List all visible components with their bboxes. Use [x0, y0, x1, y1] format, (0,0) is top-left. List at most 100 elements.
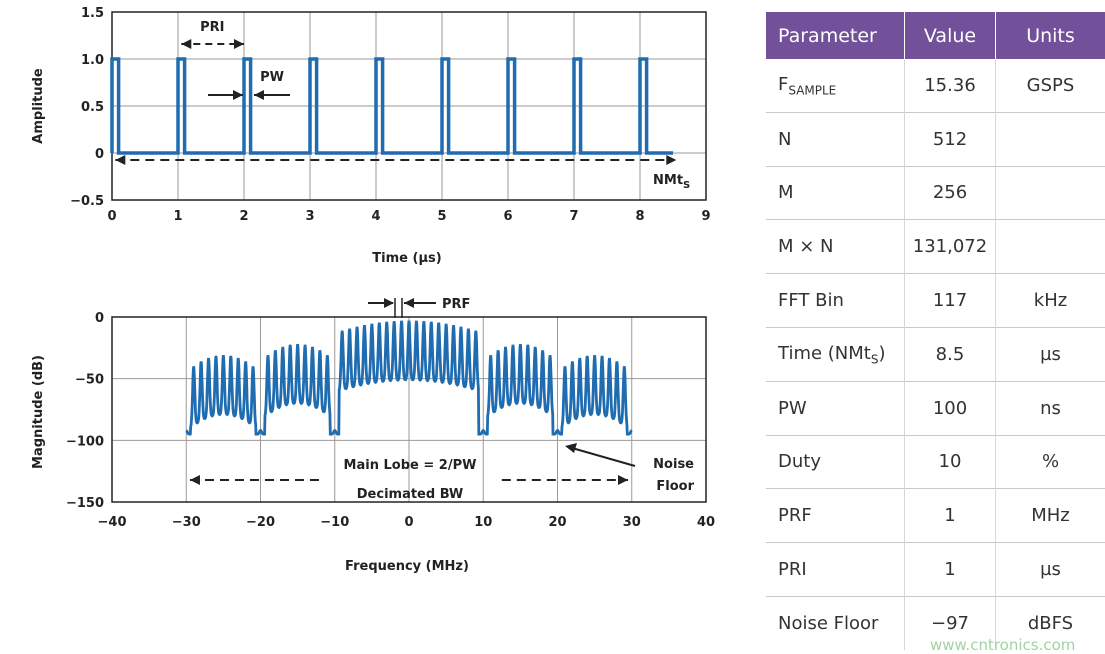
y-tick-label: 0: [95, 311, 104, 326]
y-axis-label: Magnitude (dB): [31, 355, 46, 469]
cell-units: µs: [996, 543, 1105, 597]
param-tail: ): [878, 343, 885, 364]
y-tick-label: −50: [75, 373, 104, 388]
cell-units: [996, 166, 1105, 220]
x-tick-label: 30: [623, 515, 641, 530]
y-tick-label: −0.5: [70, 194, 104, 209]
cell-parameter: N: [766, 112, 905, 166]
prf-label: PRF: [442, 297, 470, 312]
cell-value: 117: [905, 274, 996, 328]
cell-value: 10: [905, 435, 996, 489]
x-tick-label: −10: [320, 515, 349, 530]
cell-units: GSPS: [996, 59, 1105, 112]
pri-arrow-head-left: [181, 39, 191, 49]
table-row: N 512: [766, 112, 1105, 166]
y-tick-label: 1.5: [81, 6, 104, 21]
cell-value: 8.5: [905, 327, 996, 381]
cell-units: %: [996, 435, 1105, 489]
y-tick-label: 0: [95, 147, 104, 162]
param-text: PRF: [778, 505, 812, 526]
x-tick-label: −30: [172, 515, 201, 530]
x-tick-label: 20: [548, 515, 566, 530]
cell-value: 1: [905, 543, 996, 597]
y-tick-label: −100: [66, 434, 104, 449]
param-text: Duty: [778, 451, 821, 472]
x-tick-label: 0: [404, 515, 413, 530]
cell-units: [996, 220, 1105, 274]
cell-value: 100: [905, 381, 996, 435]
cell-units: ns: [996, 381, 1105, 435]
x-tick-label: 3: [305, 209, 314, 224]
cell-units: [996, 112, 1105, 166]
noise-floor-label-line2: Floor: [656, 479, 694, 494]
param-text: Time (NMt: [778, 343, 871, 364]
nmt-label: NMtS: [653, 173, 690, 191]
table-row: M × N 131,072: [766, 220, 1105, 274]
pw-arrow-head-left: [233, 90, 243, 100]
nmt-label-subscript: S: [683, 180, 690, 191]
x-tick-label: 0: [107, 209, 116, 224]
header-units: Units: [996, 12, 1105, 59]
pw-arrow-head-right: [254, 90, 264, 100]
param-text: N: [778, 129, 791, 150]
noise-floor-label-line1: Noise: [653, 457, 694, 472]
param-text: PRI: [778, 559, 807, 580]
x-tick-label: 10: [474, 515, 492, 530]
cell-units: µs: [996, 327, 1105, 381]
prf-arrow-head-right: [404, 298, 414, 308]
param-text: M: [778, 182, 794, 203]
noise-floor-arrow-head: [565, 443, 577, 453]
x-tick-label: 2: [239, 209, 248, 224]
x-axis-label: Frequency (MHz): [345, 559, 469, 574]
noise-floor-arrow-line: [572, 448, 635, 466]
param-text: PW: [778, 398, 807, 419]
cell-value: 512: [905, 112, 996, 166]
cell-value: 1: [905, 489, 996, 543]
watermark: www.cntronics.com: [930, 636, 1075, 654]
cell-parameter: PW: [766, 381, 905, 435]
x-tick-label: 5: [437, 209, 446, 224]
prf-arrow-head-left: [384, 298, 394, 308]
x-tick-label: 40: [697, 515, 715, 530]
table-row: Duty 10%: [766, 435, 1105, 489]
param-text: Noise Floor: [778, 613, 878, 634]
nmt-arrow-head-left: [115, 155, 125, 165]
cell-parameter: Duty: [766, 435, 905, 489]
x-tick-label: 1: [173, 209, 182, 224]
cell-value: 15.36: [905, 59, 996, 112]
x-tick-label: 9: [701, 209, 710, 224]
bw-arrow-head-right: [618, 475, 628, 485]
param-text: M × N: [778, 236, 834, 257]
main-lobe-label: Main Lobe = 2/PW: [344, 458, 477, 473]
cell-value: 131,072: [905, 220, 996, 274]
x-tick-label: −40: [98, 515, 127, 530]
pw-label: PW: [260, 70, 284, 85]
cell-units: MHz: [996, 489, 1105, 543]
cell-parameter: PRF: [766, 489, 905, 543]
cell-parameter: FFT Bin: [766, 274, 905, 328]
table-header-row: Parameter Value Units: [766, 12, 1105, 59]
x-axis-label: Time (µs): [372, 251, 441, 266]
pri-arrow-head-right: [234, 39, 244, 49]
y-tick-label: 1.0: [81, 53, 104, 68]
cell-parameter: Noise Floor: [766, 596, 905, 649]
x-tick-label: 4: [371, 209, 380, 224]
decimated-bw-label: Decimated BW: [357, 487, 464, 502]
x-tick-label: 7: [569, 209, 578, 224]
y-axis-label: Amplitude: [31, 68, 46, 144]
cell-parameter: FSAMPLE: [766, 59, 905, 112]
nmt-arrow-head-right: [666, 155, 676, 165]
x-tick-label: −20: [246, 515, 275, 530]
param-text: FFT Bin: [778, 290, 844, 311]
param-text: F: [778, 74, 788, 95]
header-parameter: Parameter: [766, 12, 905, 59]
bw-arrow-head-left: [190, 475, 200, 485]
header-value: Value: [905, 12, 996, 59]
